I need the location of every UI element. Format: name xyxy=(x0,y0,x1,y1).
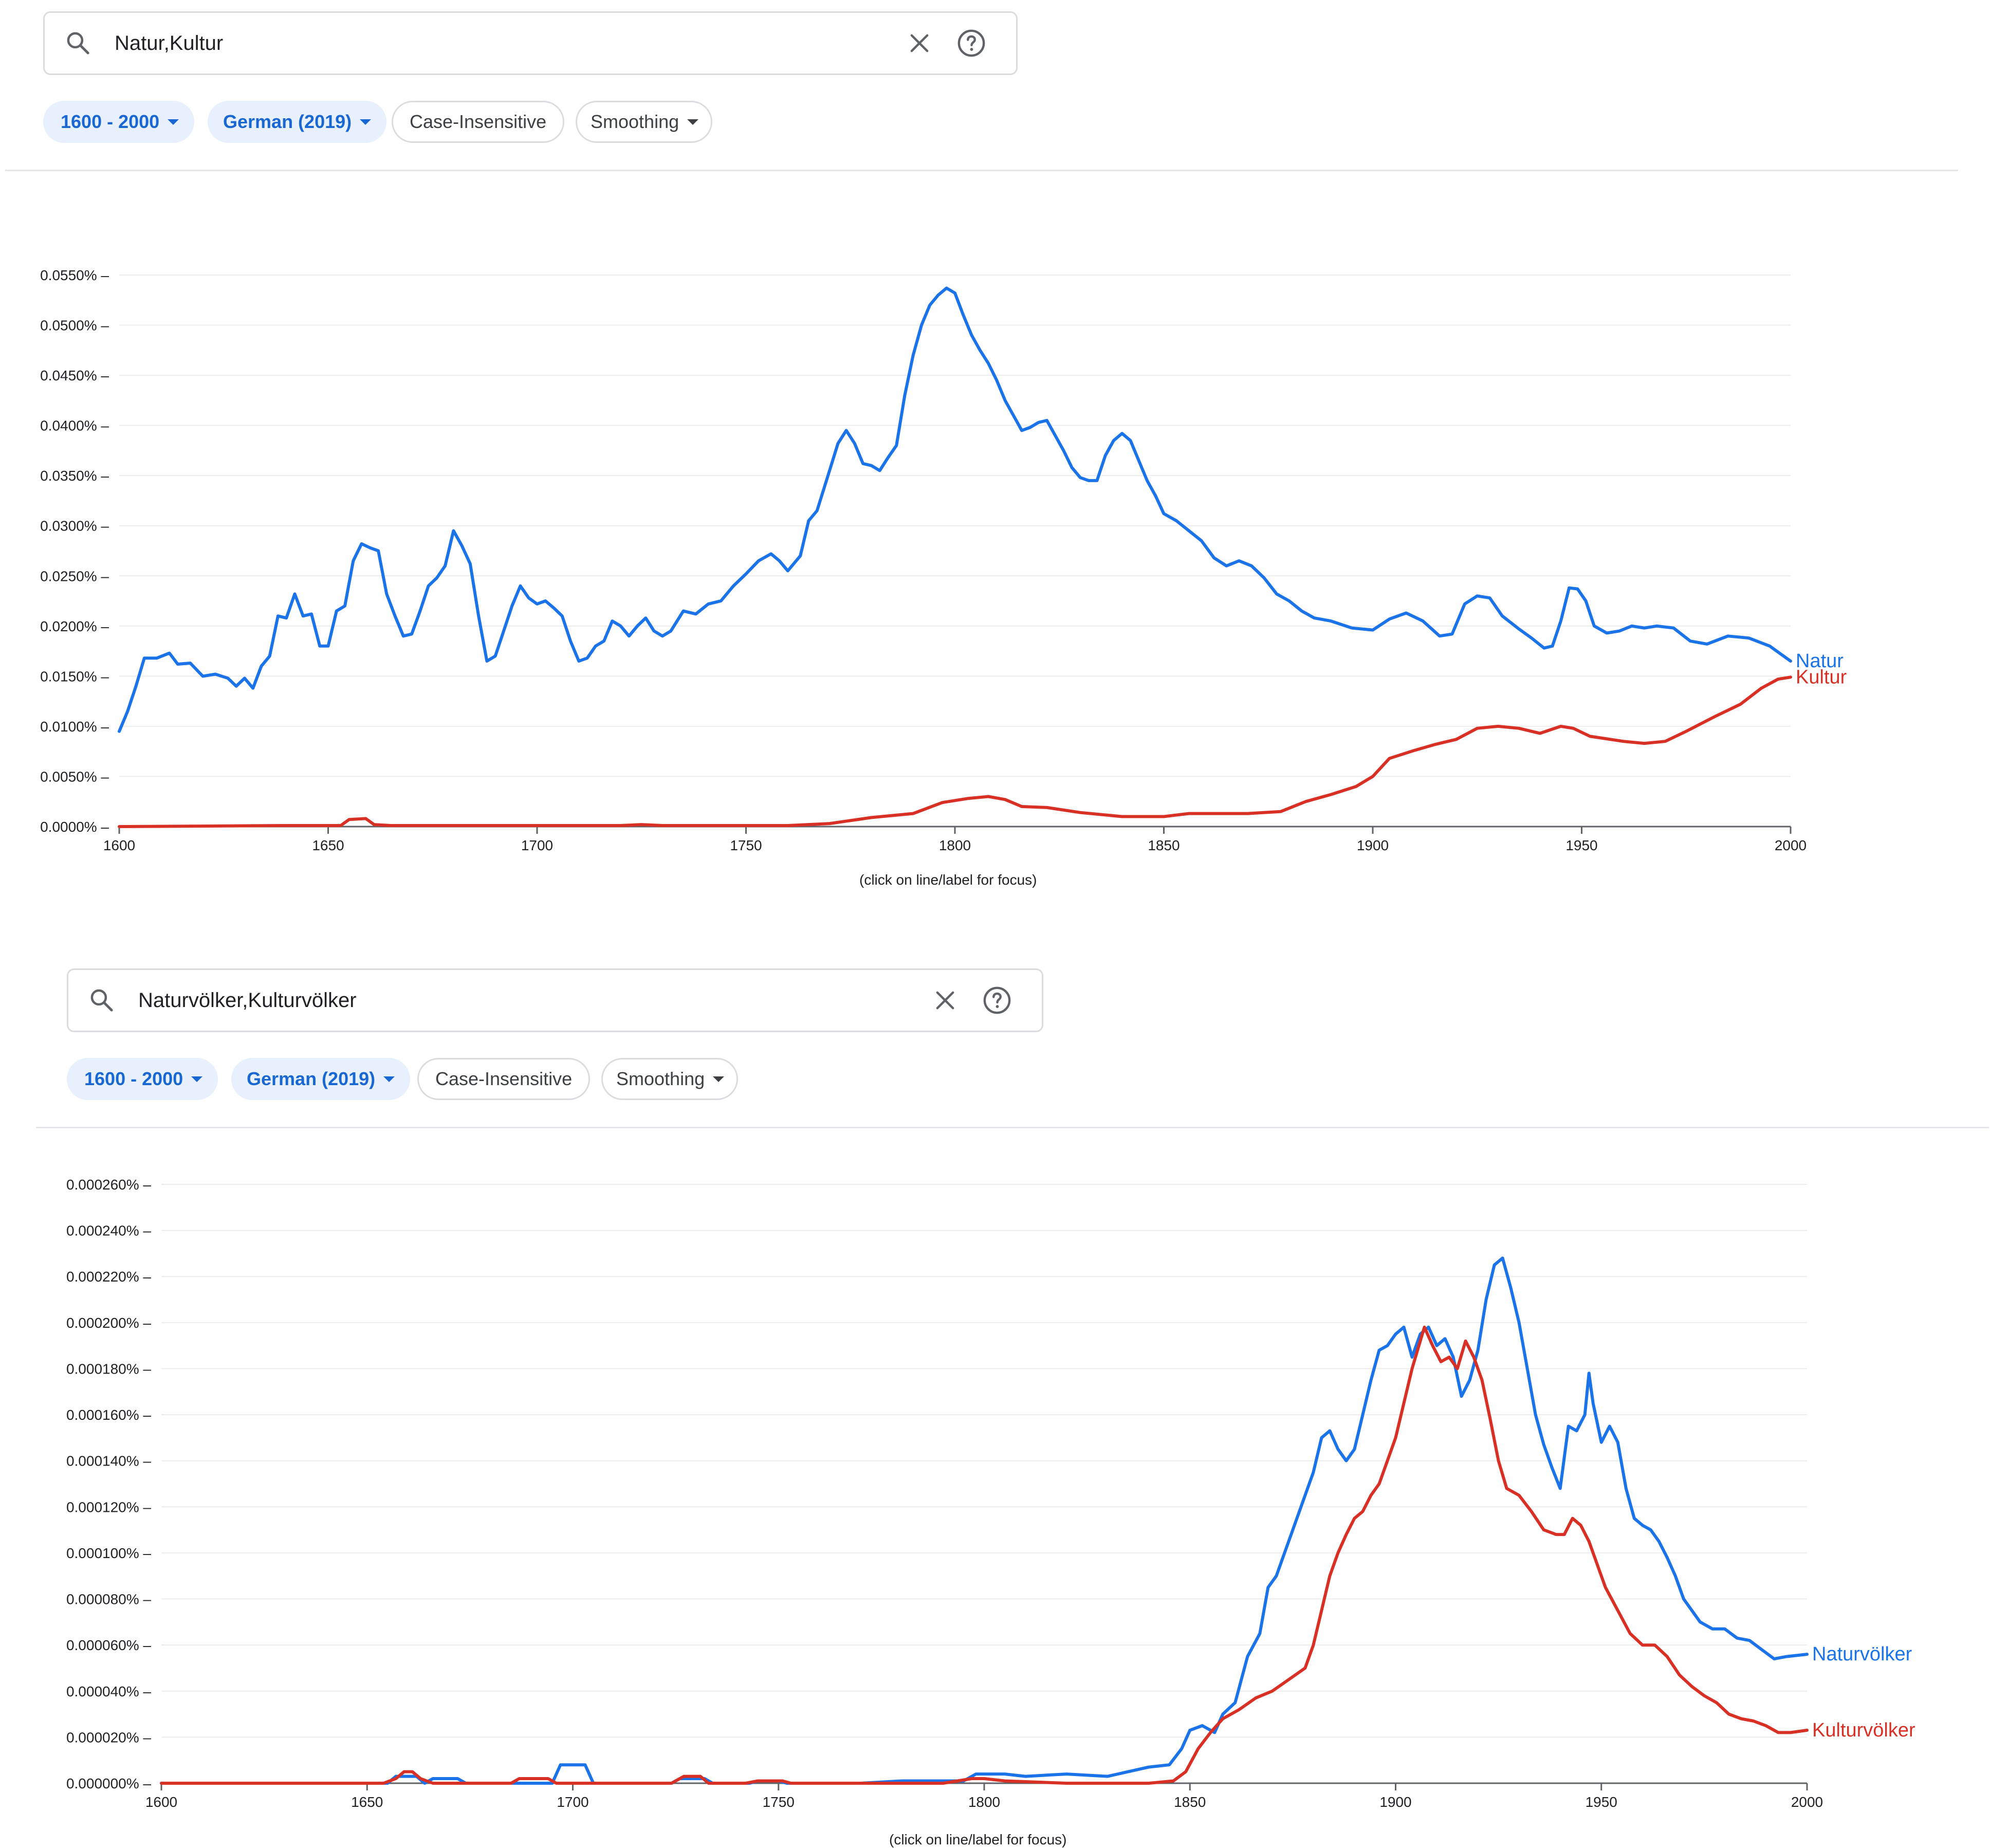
x-tick-label: 2000 xyxy=(1775,837,1807,853)
y-tick-label: 0.000060% – xyxy=(66,1637,151,1653)
case-insensitive-chip[interactable]: Case-Insensitive xyxy=(392,101,565,143)
search-box[interactable]: Natur,Kultur xyxy=(43,11,1018,75)
smoothing-label: Smoothing xyxy=(616,1068,705,1089)
chevron-down-icon xyxy=(687,119,699,125)
y-tick-label: 0.000220% – xyxy=(66,1269,151,1285)
y-tick-label: 0.0550% – xyxy=(40,267,109,283)
divider xyxy=(5,170,1958,171)
y-tick-label: 0.000100% – xyxy=(66,1545,151,1561)
y-tick-label: 0.000240% – xyxy=(66,1223,151,1239)
corpus-chip[interactable]: German (2019) xyxy=(231,1058,411,1100)
series-label-naturvölker[interactable]: Naturvölker xyxy=(1812,1643,1912,1665)
year-range-chip[interactable]: 1600 - 2000 xyxy=(67,1058,218,1100)
chevron-down-icon xyxy=(168,119,179,125)
y-tick-label: 0.0350% – xyxy=(40,468,109,484)
close-icon[interactable] xyxy=(932,987,959,1014)
search-query[interactable]: Natur,Kultur xyxy=(115,32,224,54)
x-tick-label: 1850 xyxy=(1148,837,1180,853)
y-tick-label: 0.0000% – xyxy=(40,819,109,835)
x-tick-label: 1850 xyxy=(1174,1794,1206,1810)
search-query[interactable]: Naturvölker,Kulturvölker xyxy=(138,989,357,1012)
ngram-panel-bottom: Naturvölker,Kulturvölker 1600 - 2000 Ger… xyxy=(0,957,1990,1847)
help-icon[interactable] xyxy=(982,985,1012,1015)
series-label-natur[interactable]: Natur xyxy=(1796,650,1844,672)
x-tick-label: 1600 xyxy=(145,1794,177,1810)
y-tick-label: 0.000260% – xyxy=(66,1177,151,1193)
y-tick-label: 0.000120% – xyxy=(66,1499,151,1515)
smoothing-chip[interactable]: Smoothing xyxy=(601,1058,739,1100)
y-tick-label: 0.0300% – xyxy=(40,518,109,534)
ngram-panel-top: Natur,Kultur 1600 - 2000 German (2019) C… xyxy=(0,0,1990,920)
case-insensitive-label: Case-Insensitive xyxy=(435,1068,573,1089)
corpus-label: German (2019) xyxy=(247,1068,376,1089)
y-tick-label: 0.0150% – xyxy=(40,668,109,684)
y-tick-label: 0.0200% – xyxy=(40,618,109,634)
search-box[interactable]: Naturvölker,Kulturvölker xyxy=(67,968,1043,1032)
corpus-label: German (2019) xyxy=(223,111,352,132)
chevron-down-icon xyxy=(191,1076,203,1082)
x-tick-label: 1900 xyxy=(1357,837,1389,853)
y-tick-label: 0.0500% – xyxy=(40,318,109,334)
ngram-chart-naturvoelker-kulturvoelker: 0.000000% – 0.000020% – 0.000040% – 0.00006… xyxy=(66,1177,1915,1810)
y-tick-label: 0.000020% – xyxy=(66,1729,151,1745)
help-icon[interactable] xyxy=(956,28,986,58)
x-tick-label: 2000 xyxy=(1791,1794,1823,1810)
search-icon xyxy=(67,32,89,54)
series-label-kulturvölker[interactable]: Kulturvölker xyxy=(1812,1719,1915,1741)
x-tick-label: 1650 xyxy=(351,1794,383,1810)
x-tick-label: 1700 xyxy=(557,1794,588,1810)
x-tick-label: 1750 xyxy=(730,837,762,853)
ngram-chart-natur-kultur: 0.0000% – 0.0050% – 0.0100% – 0.0150% – 0.02… xyxy=(40,267,1847,853)
series-line-kultur[interactable] xyxy=(118,675,1792,828)
year-range-label: 1600 - 2000 xyxy=(61,111,160,132)
search-icon xyxy=(90,989,113,1012)
x-tick-label: 1800 xyxy=(939,837,971,853)
y-tick-label: 0.000140% – xyxy=(66,1453,151,1469)
focus-hint: (click on line/label for focus) xyxy=(889,1832,1067,1847)
y-tick-label: 0.000200% – xyxy=(66,1315,151,1331)
y-tick-label: 0.0400% – xyxy=(40,418,109,434)
x-tick-label: 1700 xyxy=(521,837,553,853)
x-tick-label: 1900 xyxy=(1379,1794,1411,1810)
corpus-chip[interactable]: German (2019) xyxy=(208,101,387,143)
chevron-down-icon xyxy=(713,1076,725,1082)
focus-hint: (click on line/label for focus) xyxy=(859,872,1037,888)
series-line-naturvölker[interactable] xyxy=(160,1256,1809,1785)
chevron-down-icon xyxy=(360,119,372,125)
x-tick-label: 1600 xyxy=(103,837,135,853)
close-icon[interactable] xyxy=(906,30,933,57)
year-range-chip[interactable]: 1600 - 2000 xyxy=(43,101,195,143)
y-tick-label: 0.0100% – xyxy=(40,719,109,735)
x-tick-label: 1750 xyxy=(763,1794,795,1810)
smoothing-label: Smoothing xyxy=(591,111,679,132)
x-tick-label: 1950 xyxy=(1565,837,1597,853)
y-tick-label: 0.000180% – xyxy=(66,1361,151,1377)
x-tick-label: 1800 xyxy=(968,1794,1000,1810)
x-tick-label: 1950 xyxy=(1586,1794,1617,1810)
y-tick-label: 0.000080% – xyxy=(66,1591,151,1607)
x-tick-label: 1650 xyxy=(312,837,344,853)
y-tick-label: 0.000000% – xyxy=(66,1776,151,1791)
y-tick-label: 0.0250% – xyxy=(40,568,109,584)
series-label-kultur[interactable]: Kultur xyxy=(1796,666,1847,688)
series-line-natur[interactable] xyxy=(118,286,1792,733)
series-line-kulturvölker[interactable] xyxy=(160,1325,1809,1785)
case-insensitive-chip[interactable]: Case-Insensitive xyxy=(417,1058,591,1100)
chevron-down-icon xyxy=(383,1076,395,1082)
y-tick-label: 0.0450% – xyxy=(40,368,109,383)
y-tick-label: 0.000160% – xyxy=(66,1407,151,1423)
smoothing-chip[interactable]: Smoothing xyxy=(576,101,713,143)
case-insensitive-label: Case-Insensitive xyxy=(410,111,547,132)
y-tick-label: 0.0050% – xyxy=(40,769,109,784)
y-tick-label: 0.000040% – xyxy=(66,1684,151,1699)
divider xyxy=(36,1127,1989,1128)
year-range-label: 1600 - 2000 xyxy=(84,1068,183,1089)
